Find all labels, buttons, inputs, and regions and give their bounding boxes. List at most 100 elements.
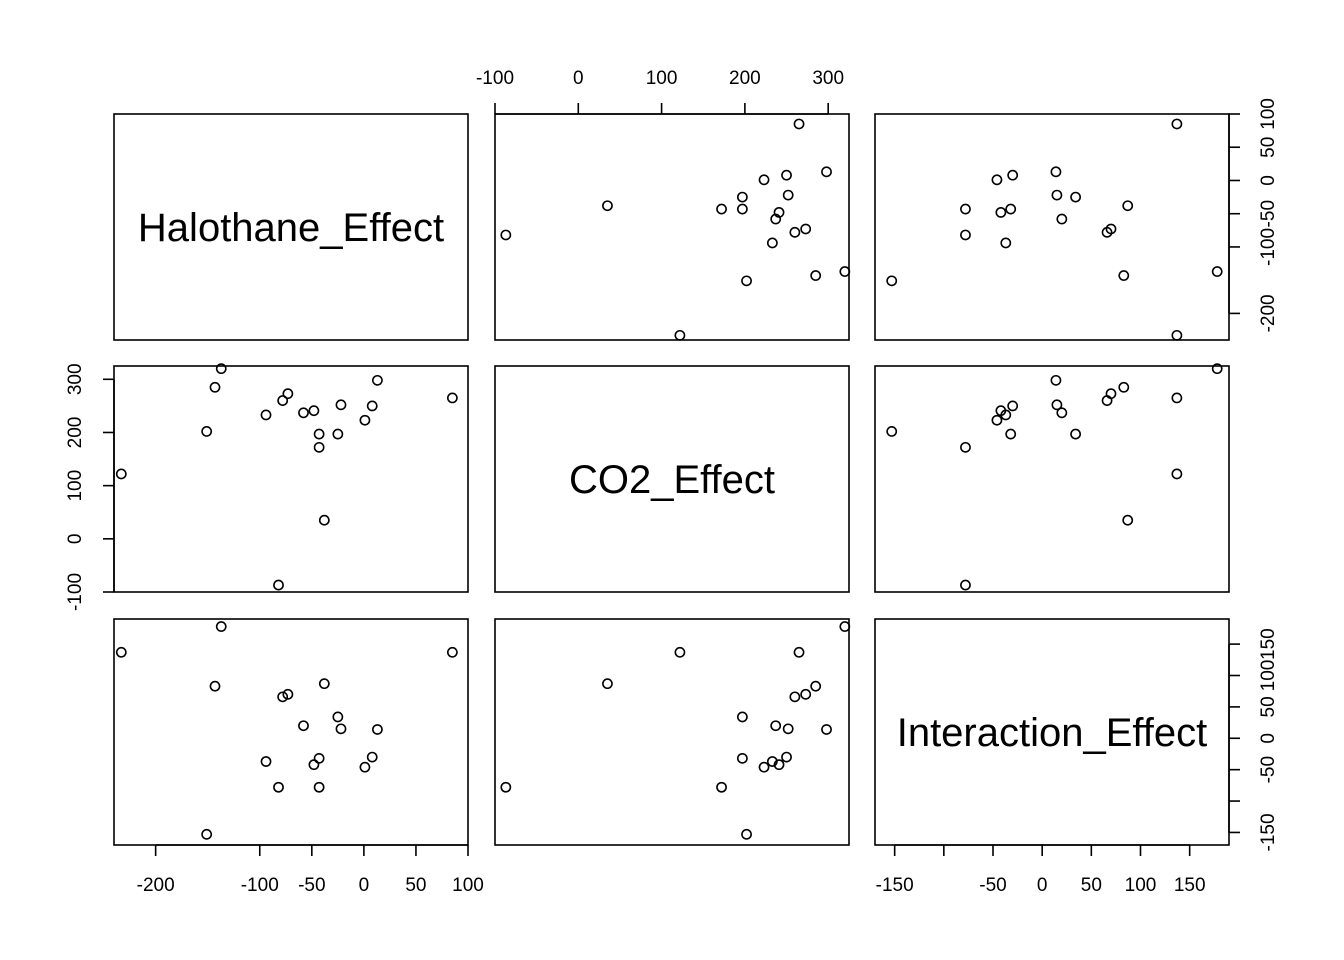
data-point-r1c2-6 xyxy=(736,191,748,203)
data-point-r2c1-17 xyxy=(201,426,213,437)
data-point-r1c2-17 xyxy=(741,275,752,287)
data-point-r1c3-18 xyxy=(1211,266,1223,277)
data-point-r1c3-14 xyxy=(995,206,1007,218)
data-point-r3c2-10 xyxy=(736,752,748,764)
data-point-r3c1-11 xyxy=(298,720,309,732)
data-point-r3c2-11 xyxy=(770,720,782,732)
data-point-r1c3-9 xyxy=(1000,237,1012,249)
tick-label: 100 xyxy=(452,875,484,896)
tick-label: 0 xyxy=(1037,875,1048,896)
tick-label: 100 xyxy=(65,470,86,502)
data-point-r3c1-9 xyxy=(260,756,272,767)
diagonal-label-halothane-effect: Halothane_Effect xyxy=(138,206,444,250)
data-point-r2c3-2 xyxy=(1050,374,1062,386)
data-point-r3c1-6 xyxy=(332,711,344,723)
data-point-r2c1-18 xyxy=(215,363,227,375)
data-point-r3c1-17 xyxy=(201,828,213,840)
tick-label: 0 xyxy=(359,875,370,896)
data-point-r1c3-16 xyxy=(1101,226,1113,238)
data-point-r2c1-3 xyxy=(115,468,127,480)
data-point-r1c3-3 xyxy=(1171,329,1183,341)
data-point-r1c3-10 xyxy=(1005,203,1017,215)
tick-label: -50 xyxy=(1258,756,1279,783)
tick-label: 0 xyxy=(65,534,86,545)
data-point-r2c1-16 xyxy=(277,395,289,406)
data-point-r2c3-6 xyxy=(1070,428,1081,440)
data-point-r3c1-14 xyxy=(308,759,320,771)
data-point-r2c1-12 xyxy=(282,388,294,400)
data-point-r3c1-1 xyxy=(446,646,458,658)
panel-frame-3-1 xyxy=(113,618,469,846)
data-point-r1c3-6 xyxy=(1070,191,1081,203)
tick-label: 300 xyxy=(65,363,86,395)
data-point-r1c2-13 xyxy=(810,270,822,281)
tick-label: 150 xyxy=(1258,628,1279,660)
tick-label: -50 xyxy=(979,875,1006,896)
data-point-r2c1-4 xyxy=(366,400,378,412)
tick-label: 0 xyxy=(1258,175,1279,186)
tick-label: 100 xyxy=(1125,875,1157,896)
data-point-r2c1-7 xyxy=(359,414,371,426)
diagonal-label-interaction-effect: Interaction_Effect xyxy=(897,711,1208,755)
panel-frame-1-2 xyxy=(494,113,850,341)
data-point-r2c1-19 xyxy=(273,579,284,591)
data-point-r3c2-15 xyxy=(716,781,727,793)
tick-label: 100 xyxy=(646,68,678,89)
panel-frame-1-3 xyxy=(874,113,1230,341)
data-point-r3c2-6 xyxy=(736,711,748,723)
data-point-r2c1-9 xyxy=(260,409,272,421)
data-point-r3c2-3 xyxy=(674,646,686,658)
data-point-r1c3-1 xyxy=(1171,118,1183,130)
data-point-r3c1-15 xyxy=(313,781,325,793)
panel-frame-2-1 xyxy=(113,365,469,593)
tick-label: 100 xyxy=(1258,98,1279,130)
tick-label: 100 xyxy=(1258,660,1279,692)
tick-label: 0 xyxy=(573,68,584,89)
data-point-r1c2-9 xyxy=(766,237,778,249)
data-point-r1c3-4 xyxy=(1007,169,1019,181)
data-point-r2c3-15 xyxy=(960,441,971,453)
data-point-r2c1-6 xyxy=(332,428,344,440)
data-point-r3c2-1 xyxy=(793,646,805,658)
data-point-r3c1-18 xyxy=(215,621,227,632)
tick-label: -200 xyxy=(137,875,175,896)
data-point-r3c2-7 xyxy=(758,761,770,773)
data-point-r3c2-8 xyxy=(602,678,613,690)
data-point-r2c3-10 xyxy=(1005,428,1017,440)
data-point-r1c2-10 xyxy=(736,203,748,215)
data-point-r1c3-17 xyxy=(886,275,898,287)
data-point-r2c3-16 xyxy=(1101,395,1113,406)
tick-label: -50 xyxy=(298,875,325,896)
tick-label: 50 xyxy=(405,875,426,896)
data-point-r2c3-7 xyxy=(991,414,1003,426)
data-point-r1c2-1 xyxy=(793,118,805,130)
data-point-r2c3-14 xyxy=(995,405,1007,417)
data-point-r2c1-14 xyxy=(308,405,320,417)
data-point-r2c1-8 xyxy=(318,514,330,526)
tick-label: -100 xyxy=(1258,228,1279,266)
tick-label: 0 xyxy=(1258,733,1279,744)
diagonal-label-co2-effect: CO2_Effect xyxy=(569,458,775,502)
data-point-r3c2-5 xyxy=(782,723,794,735)
data-point-r1c2-14 xyxy=(773,206,785,218)
panel-frame-2-3 xyxy=(874,365,1230,593)
data-point-r1c3-19 xyxy=(960,229,971,241)
panel-frame-3-2 xyxy=(494,618,850,846)
data-point-r3c1-10 xyxy=(313,752,325,764)
data-point-r2c3-3 xyxy=(1171,468,1183,480)
data-point-r3c1-8 xyxy=(318,678,330,690)
data-point-r2c1-13 xyxy=(209,381,221,393)
data-point-r3c1-12 xyxy=(282,688,294,700)
data-point-r2c1-2 xyxy=(372,374,383,386)
data-point-r3c2-18 xyxy=(839,621,851,632)
data-point-r3c1-4 xyxy=(366,751,378,763)
data-point-r2c3-17 xyxy=(886,426,898,437)
data-point-r3c2-17 xyxy=(741,828,752,840)
tick-label: 200 xyxy=(729,68,761,89)
data-point-r2c1-11 xyxy=(298,407,309,419)
data-point-r2c3-11 xyxy=(1056,407,1068,419)
data-point-r1c2-3 xyxy=(674,329,686,341)
data-point-r2c1-10 xyxy=(313,428,325,440)
tick-label: -150 xyxy=(1258,813,1279,851)
